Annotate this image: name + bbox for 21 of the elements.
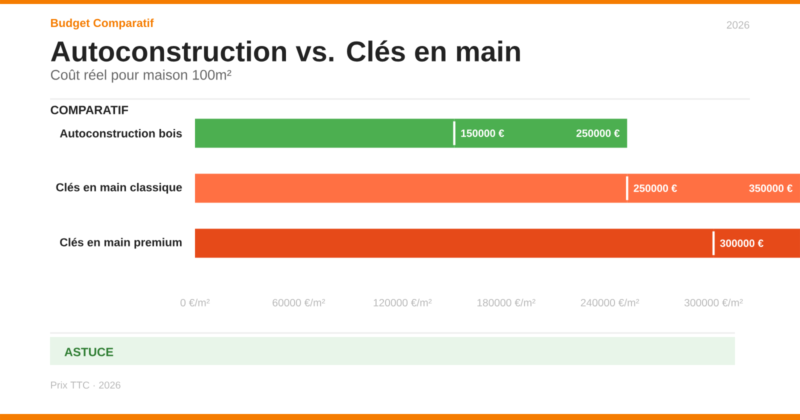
x-tick-label: 60000 €/m² xyxy=(272,298,326,306)
y-tick-label: Clés en main classique xyxy=(56,182,182,194)
x-tick-label: 120000 €/m² xyxy=(374,298,432,306)
y-tick-label: Autoconstruction bois xyxy=(60,129,182,138)
chart-title: Autoconstruction vs. Clés en main xyxy=(50,40,520,62)
data-label: 300000 € xyxy=(720,240,764,247)
chart-subtitle: Coût réel pour maison 100m² xyxy=(50,69,232,83)
data-label: 150000 € xyxy=(461,130,504,137)
x-tick-label: 0 €/m² xyxy=(180,298,210,306)
text: Prix TTC · 2026 xyxy=(51,381,120,389)
y-tick-label: Clés en main premium xyxy=(60,238,182,249)
x-tick-label: 240000 €/m² xyxy=(580,298,640,306)
data-label: 250000 € xyxy=(634,184,677,192)
text: Budget Comparatif xyxy=(51,18,154,30)
text: COMPARATIF xyxy=(50,106,128,114)
text: 2026 xyxy=(726,21,750,29)
x-tick-label: 180000 €/m² xyxy=(477,298,536,306)
total-label: 350000 € xyxy=(749,184,793,192)
text: ASTUCE xyxy=(64,348,114,356)
total-label: 250000 € xyxy=(576,130,620,137)
x-tick-label: 300000 €/m² xyxy=(684,298,743,306)
